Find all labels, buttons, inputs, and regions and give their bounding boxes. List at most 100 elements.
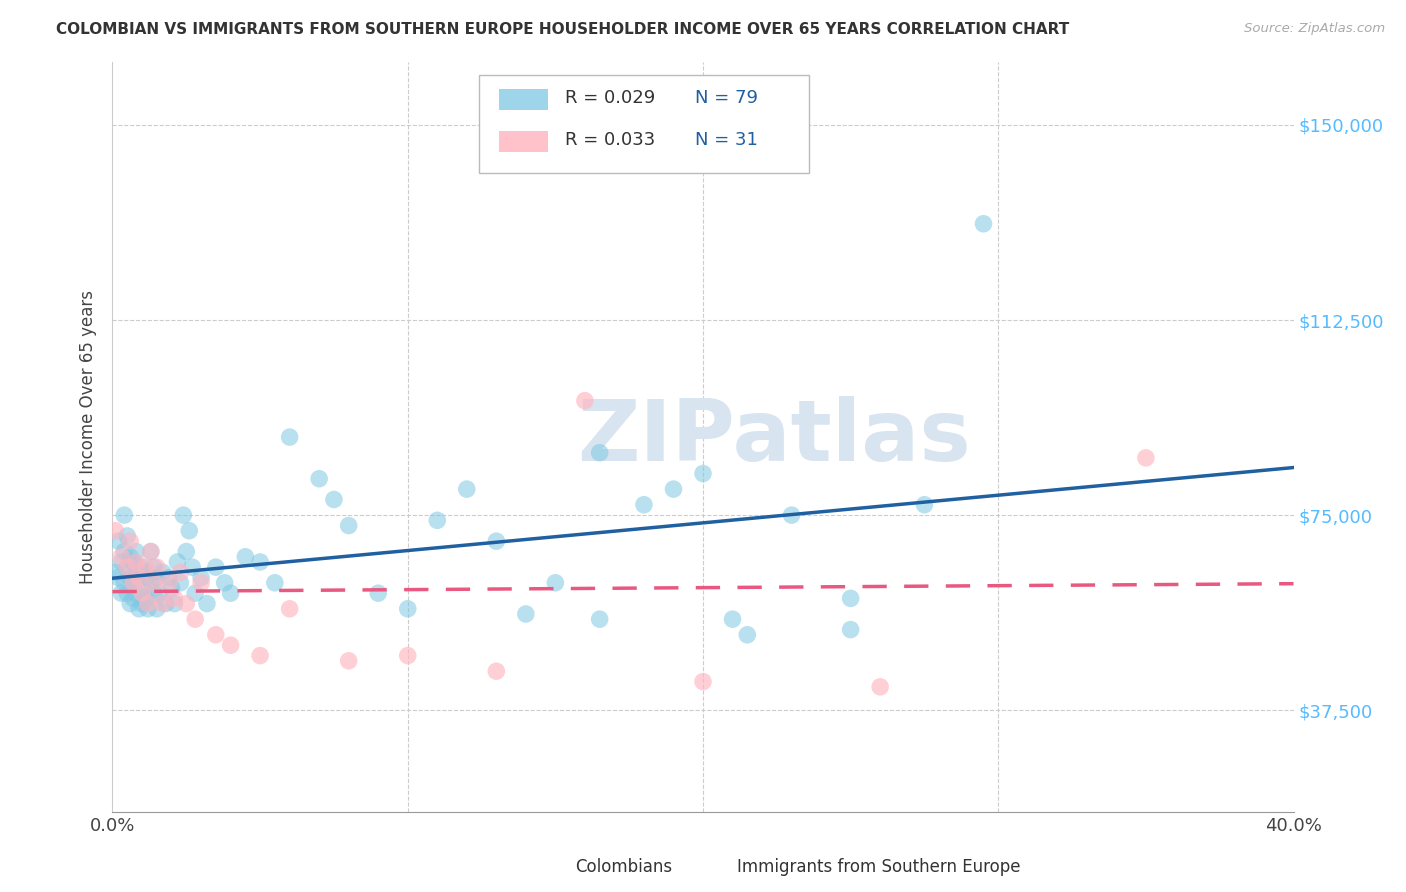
- Point: [721, 612, 744, 626]
- Point: [780, 508, 803, 523]
- Text: Colombians: Colombians: [575, 858, 672, 876]
- Point: [146, 571, 169, 585]
- Y-axis label: Householder Income Over 65 years: Householder Income Over 65 years: [79, 290, 97, 584]
- Point: [184, 612, 207, 626]
- Point: [588, 612, 610, 626]
- Point: [485, 664, 508, 679]
- Point: [152, 566, 174, 580]
- Point: [146, 560, 169, 574]
- Point: [337, 654, 360, 668]
- Point: [839, 591, 862, 606]
- Point: [662, 482, 685, 496]
- Point: [128, 571, 150, 585]
- Point: [122, 591, 145, 606]
- Point: [869, 680, 891, 694]
- Point: [112, 544, 135, 558]
- Point: [110, 549, 132, 564]
- Point: [125, 544, 148, 558]
- Point: [278, 430, 301, 444]
- Point: [219, 638, 242, 652]
- Point: [337, 518, 360, 533]
- Point: [264, 575, 287, 590]
- Point: [107, 571, 129, 585]
- Point: [396, 648, 419, 663]
- Point: [142, 586, 165, 600]
- Text: N = 79: N = 79: [695, 88, 758, 107]
- Point: [190, 575, 212, 590]
- Point: [172, 508, 194, 523]
- Point: [131, 560, 153, 574]
- Point: [142, 575, 165, 590]
- Point: [117, 560, 138, 574]
- Point: [181, 560, 204, 574]
- Point: [205, 560, 228, 574]
- Point: [1135, 450, 1157, 465]
- Text: R = 0.033: R = 0.033: [565, 131, 655, 149]
- Point: [160, 581, 183, 595]
- Point: [122, 555, 145, 569]
- Point: [122, 575, 145, 590]
- Point: [136, 602, 159, 616]
- Point: [219, 586, 242, 600]
- Point: [136, 597, 159, 611]
- Point: [120, 597, 142, 611]
- Point: [163, 591, 186, 606]
- Point: [142, 560, 165, 574]
- Point: [515, 607, 537, 621]
- Point: [157, 571, 180, 585]
- Point: [914, 498, 936, 512]
- Point: [174, 597, 197, 611]
- Point: [117, 560, 138, 574]
- Text: Source: ZipAtlas.com: Source: ZipAtlas.com: [1244, 22, 1385, 36]
- Point: [128, 602, 150, 616]
- Point: [125, 555, 148, 569]
- Point: [139, 575, 162, 590]
- Point: [120, 571, 142, 585]
- Point: [125, 586, 148, 600]
- Point: [544, 575, 567, 590]
- Point: [139, 544, 162, 558]
- Point: [588, 446, 610, 460]
- Point: [134, 566, 156, 580]
- Point: [323, 492, 346, 507]
- Point: [146, 602, 169, 616]
- Point: [112, 508, 135, 523]
- Text: ZIPatlas: ZIPatlas: [576, 395, 970, 479]
- Point: [125, 566, 148, 580]
- Point: [205, 628, 228, 642]
- Point: [136, 571, 159, 585]
- Point: [574, 393, 596, 408]
- Point: [184, 586, 207, 600]
- Point: [110, 586, 132, 600]
- Point: [737, 628, 759, 642]
- Point: [456, 482, 478, 496]
- Point: [169, 575, 191, 590]
- Text: COLOMBIAN VS IMMIGRANTS FROM SOUTHERN EUROPE HOUSEHOLDER INCOME OVER 65 YEARS CO: COLOMBIAN VS IMMIGRANTS FROM SOUTHERN EU…: [56, 22, 1070, 37]
- Point: [973, 217, 995, 231]
- Point: [169, 566, 191, 580]
- Point: [214, 575, 236, 590]
- Point: [633, 498, 655, 512]
- FancyBboxPatch shape: [499, 131, 548, 153]
- Point: [117, 529, 138, 543]
- Text: N = 31: N = 31: [695, 131, 758, 149]
- Point: [104, 566, 127, 580]
- Text: R = 0.029: R = 0.029: [565, 88, 655, 107]
- Point: [117, 586, 138, 600]
- Point: [308, 472, 330, 486]
- Point: [249, 555, 271, 569]
- Point: [134, 591, 156, 606]
- Point: [131, 581, 153, 595]
- Point: [163, 597, 186, 611]
- FancyBboxPatch shape: [478, 75, 810, 172]
- Point: [139, 544, 162, 558]
- Point: [839, 623, 862, 637]
- Point: [107, 534, 129, 549]
- Point: [692, 467, 714, 481]
- Point: [131, 597, 153, 611]
- Point: [195, 597, 218, 611]
- Point: [157, 575, 180, 590]
- Point: [426, 513, 449, 527]
- Point: [166, 555, 188, 569]
- Point: [692, 674, 714, 689]
